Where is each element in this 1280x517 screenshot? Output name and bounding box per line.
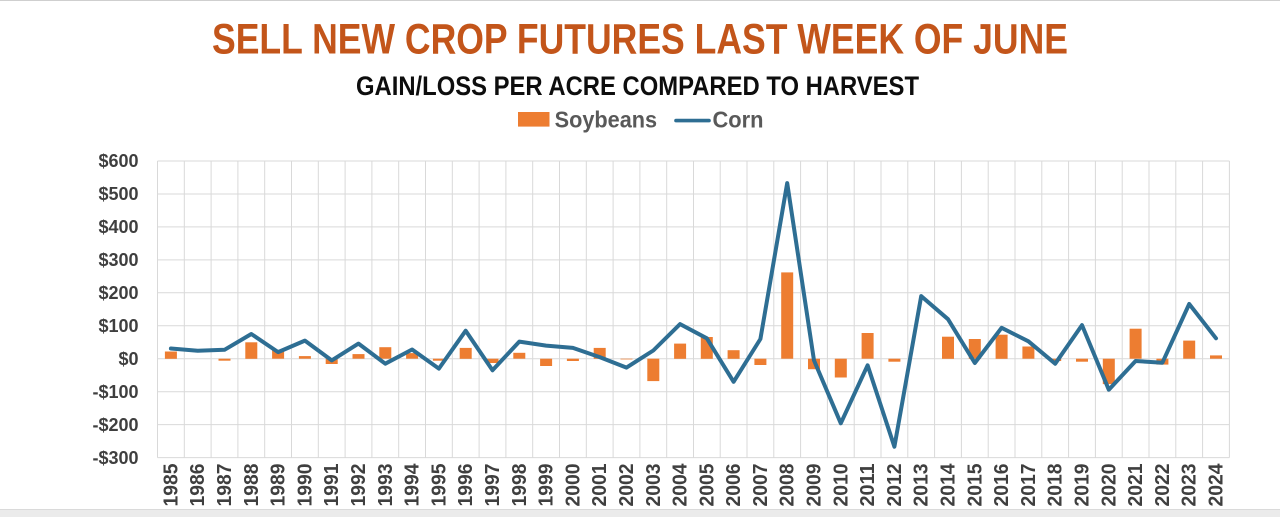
svg-text:$0: $0 xyxy=(118,349,138,369)
svg-text:1985: 1985 xyxy=(160,464,182,507)
svg-text:1995: 1995 xyxy=(428,464,450,507)
svg-text:2007: 2007 xyxy=(750,464,772,507)
svg-text:GAIN/LOSS PER ACRE COMPARED TO: GAIN/LOSS PER ACRE COMPARED TO HARVEST xyxy=(356,71,919,101)
svg-text:2006: 2006 xyxy=(723,464,745,507)
svg-text:2010: 2010 xyxy=(830,464,852,507)
svg-text:1986: 1986 xyxy=(187,464,209,507)
svg-text:$200: $200 xyxy=(98,283,138,303)
svg-text:2001: 2001 xyxy=(589,464,611,507)
svg-text:1994: 1994 xyxy=(402,463,424,507)
svg-text:2017: 2017 xyxy=(1018,464,1040,507)
svg-text:2020: 2020 xyxy=(1098,464,1120,507)
svg-text:2004: 2004 xyxy=(670,463,692,507)
svg-text:2016: 2016 xyxy=(991,464,1013,507)
svg-text:SELL NEW CROP FUTURES LAST WEE: SELL NEW CROP FUTURES LAST WEEK OF JUNE xyxy=(212,15,1068,63)
svg-text:2018: 2018 xyxy=(1045,464,1067,507)
svg-text:1997: 1997 xyxy=(482,464,504,507)
svg-text:-$100: -$100 xyxy=(92,382,138,402)
svg-text:Corn: Corn xyxy=(713,106,764,132)
svg-text:2023: 2023 xyxy=(1179,464,1201,507)
svg-text:2000: 2000 xyxy=(562,464,584,507)
svg-text:2002: 2002 xyxy=(616,464,638,507)
svg-text:2022: 2022 xyxy=(1152,464,1174,507)
svg-text:$500: $500 xyxy=(98,184,138,204)
svg-text:1990: 1990 xyxy=(294,464,316,507)
svg-text:$400: $400 xyxy=(98,217,138,237)
svg-text:-$300: -$300 xyxy=(92,448,138,468)
svg-text:1992: 1992 xyxy=(348,464,370,507)
svg-text:1993: 1993 xyxy=(375,464,397,507)
svg-text:1996: 1996 xyxy=(455,464,477,507)
svg-text:Soybeans: Soybeans xyxy=(555,106,658,132)
svg-text:2011: 2011 xyxy=(857,464,879,507)
svg-text:2021: 2021 xyxy=(1125,464,1147,507)
svg-text:1999: 1999 xyxy=(536,464,558,507)
svg-text:1991: 1991 xyxy=(321,464,343,507)
svg-text:2014: 2014 xyxy=(938,463,960,507)
svg-text:2024: 2024 xyxy=(1206,463,1228,507)
svg-text:-$200: -$200 xyxy=(92,415,138,435)
svg-text:2012: 2012 xyxy=(884,464,906,507)
svg-text:1998: 1998 xyxy=(509,464,531,507)
svg-text:2009: 2009 xyxy=(804,464,826,507)
svg-text:2008: 2008 xyxy=(777,464,799,507)
svg-text:1989: 1989 xyxy=(268,464,290,507)
svg-text:$600: $600 xyxy=(98,151,138,171)
svg-text:1987: 1987 xyxy=(214,464,236,507)
svg-text:2005: 2005 xyxy=(696,464,718,507)
svg-text:$300: $300 xyxy=(98,250,138,270)
svg-text:2013: 2013 xyxy=(911,464,933,507)
svg-text:$100: $100 xyxy=(98,316,138,336)
svg-text:2003: 2003 xyxy=(643,464,665,507)
svg-text:1988: 1988 xyxy=(241,464,263,507)
svg-text:2015: 2015 xyxy=(964,464,986,507)
svg-text:2019: 2019 xyxy=(1072,464,1094,507)
